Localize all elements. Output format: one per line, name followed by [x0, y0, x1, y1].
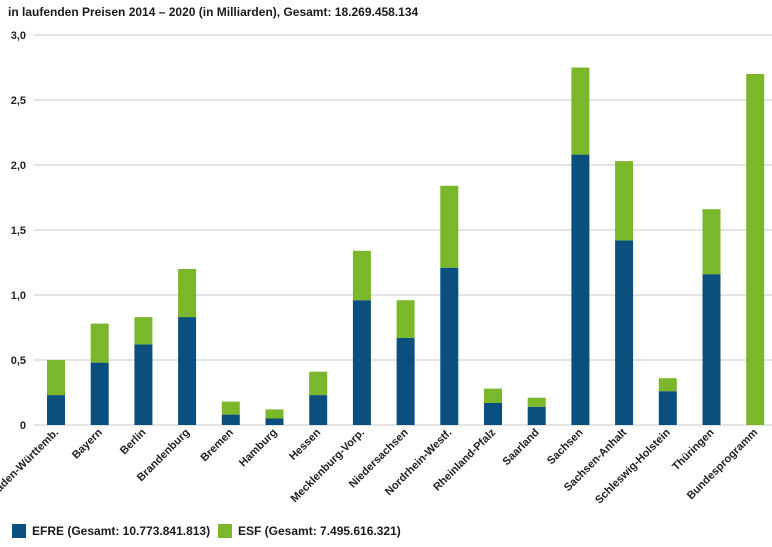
y-tick-label: 0,5 [11, 355, 26, 367]
x-tick-label: Thüringen [670, 426, 717, 473]
bar-efre [440, 267, 459, 425]
legend-item-efre: EFRE (Gesamt: 10.773.841.813) [12, 524, 210, 538]
x-tick-label: Mecklenburg-Vorp. [289, 427, 367, 505]
bar-efre [484, 402, 502, 425]
legend-label-esf: ESF (Gesamt: 7.495.616.321) [238, 524, 401, 538]
x-tick-label: Sachsen [545, 426, 586, 467]
bar-efre [571, 154, 590, 425]
x-tick-label: Saarland [500, 427, 541, 468]
x-tick-label: Hamburg [237, 427, 280, 470]
bar-esf [746, 74, 765, 425]
bar-esf [134, 317, 153, 345]
bar-efre [265, 418, 284, 425]
bar-esf [396, 300, 415, 338]
bar-esf [702, 209, 721, 275]
bar-esf [440, 185, 459, 268]
y-tick-label: 3,0 [11, 30, 26, 42]
legend-label-efre: EFRE (Gesamt: 10.773.841.813) [32, 524, 211, 538]
bar-efre [527, 406, 546, 425]
legend-swatch-esf [218, 524, 232, 538]
y-tick-label: 1,0 [11, 290, 26, 302]
bar-esf [90, 323, 109, 363]
bar-efre [658, 391, 677, 425]
bar-esf [265, 409, 284, 419]
x-tick-label: Bayern [70, 426, 105, 461]
bar-esf [615, 161, 634, 241]
bar-efre [702, 274, 721, 425]
bar-efre [309, 395, 328, 425]
legend-swatch-efre [12, 524, 26, 538]
y-tick-label: 2,5 [11, 95, 26, 107]
bars [47, 67, 765, 425]
x-tick-label: Berlin [118, 426, 149, 457]
x-tick-label: Hessen [287, 426, 323, 462]
chart-subtitle: in laufenden Preisen 2014 – 2020 (in Mil… [8, 5, 419, 19]
bar-esf [352, 250, 371, 301]
y-tick-label: 0 [20, 420, 26, 432]
bar-esf [658, 378, 677, 392]
bar-efre [615, 240, 634, 425]
bar-efre [352, 300, 371, 425]
x-tick-label: Baden-Württemb. [0, 427, 61, 500]
y-axis-ticks: 0 0,5 1,0 1,5 2,0 2,5 3,0 [11, 30, 26, 432]
bar-efre [134, 344, 153, 425]
x-tick-label: Bremen [198, 426, 236, 464]
stacked-bar-chart: 0 0,5 1,0 1,5 2,0 2,5 3,0 Baden-Württemb. Bayer… [0, 30, 772, 506]
bar-esf [47, 360, 65, 396]
bar-efre [221, 414, 240, 425]
bar-efre [47, 395, 65, 425]
bar-esf [484, 388, 502, 403]
y-tick-label: 2,0 [11, 160, 26, 172]
bar-esf [527, 397, 546, 407]
bar-efre [178, 317, 197, 425]
bar-esf [178, 269, 197, 318]
bar-esf [571, 67, 590, 155]
bar-esf [221, 401, 240, 415]
bar-esf [309, 371, 328, 396]
bar-efre [396, 337, 415, 425]
legend-item-esf: ESF (Gesamt: 7.495.616.321) [218, 524, 401, 538]
bar-efre [90, 362, 109, 425]
x-tick-label: Schleswig-Holstein [593, 426, 673, 506]
y-tick-label: 1,5 [11, 225, 26, 237]
